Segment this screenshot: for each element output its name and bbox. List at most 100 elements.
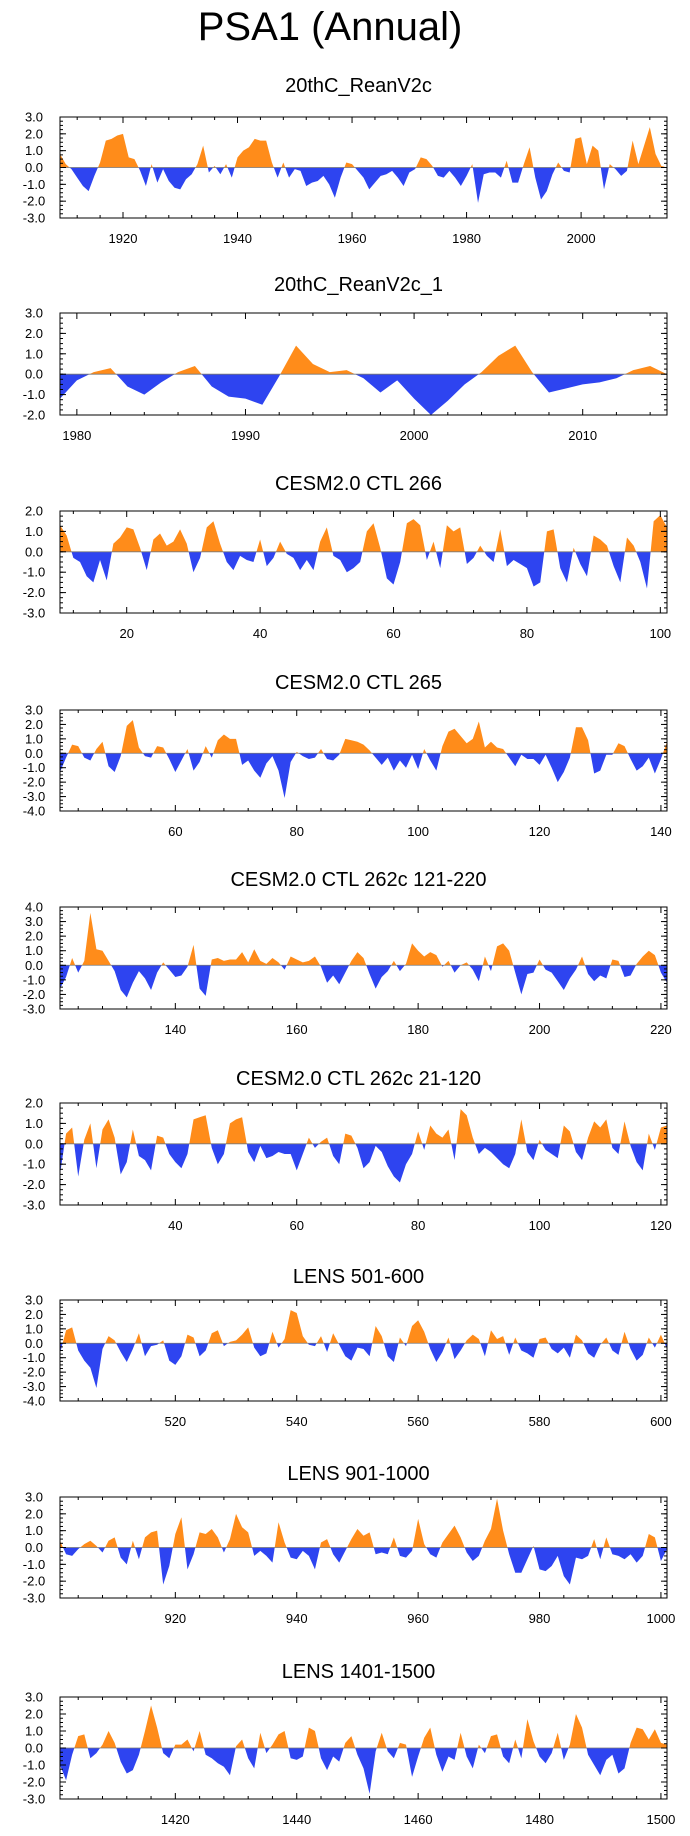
y-tick-label: 3.0 [25, 1690, 43, 1705]
y-tick-label: -1.0 [23, 972, 45, 987]
x-tick-label: 1980 [452, 231, 481, 246]
plot-frame [59, 709, 668, 812]
y-tick-label: 2.0 [25, 326, 43, 341]
series-negative-area [60, 965, 667, 998]
y-tick-label: -3.0 [23, 1198, 45, 1213]
y-tick-label: -4.0 [23, 804, 45, 819]
panel-title: LENS 501-600 [293, 1266, 424, 1288]
x-tick-label: 1500 [646, 1812, 675, 1827]
x-tick-label: 1480 [525, 1812, 554, 1827]
y-tick-label: 0.0 [25, 958, 43, 973]
y-tick-label: 0.0 [25, 1741, 43, 1756]
x-tick-label: 920 [164, 1611, 186, 1626]
y-tick-label: -3.0 [23, 1792, 45, 1807]
panels: 20thC_ReanV2c-3.0-2.0-1.00.01.02.03.0192… [23, 75, 681, 1827]
y-tick-label: 0.0 [25, 746, 43, 761]
panel-4: CESM2.0 CTL 265 -4.0-3.0-2.0-1.00.01.02.0… [23, 672, 672, 839]
y-tick-label: 3.0 [25, 1490, 43, 1505]
x-tick-label: 1440 [282, 1812, 311, 1827]
x-tick-label: 140 [164, 1022, 186, 1037]
panel-9: LENS 1401-1500 -3.0 -2.0 -1.0 0.0 1.0 2.0 3.0 14… [23, 1661, 676, 1827]
x-tick-label: 2010 [568, 428, 597, 443]
y-tick-label: 2.0 [25, 717, 43, 732]
y-tick-label: -1.0 [23, 387, 45, 402]
panel-8: LENS 901-1000 -3.0 -2.0 -1.0 0.0 1.0 2.03.0 920… [23, 1463, 676, 1626]
y-tick-label: 1.0 [25, 346, 43, 361]
y-tick-label: -1.0 [23, 177, 45, 192]
y-tick-label: -2.0 [23, 1177, 45, 1192]
panel-1: 20thC_ReanV2c -3.0 -2.0 -1.0 0.0 1.0 2.03.0 192… [23, 75, 668, 246]
series-positive-area [68, 720, 667, 754]
panel-title: 20thC_ReanV2c_1 [274, 274, 443, 296]
plot-frame [59, 510, 668, 614]
panel-title: LENS 1401-1500 [282, 1661, 435, 1683]
x-tick-label: 180 [407, 1022, 429, 1037]
y-tick-label: -3.0 [23, 606, 45, 621]
y-tick-label: -3.0 [23, 1002, 45, 1017]
x-tick-label: 20 [119, 626, 133, 641]
panel-title: CESM2.0 CTL 266 [275, 473, 442, 495]
series-negative-area [60, 551, 667, 589]
panel-2: 20thC_ReanV2c_1 -2.0 -1.0 0.0 1.0 2.0 3.0 1980 1… [23, 274, 668, 443]
x-tick-label: 100 [407, 824, 429, 839]
y-tick-label: 3.0 [25, 306, 43, 321]
y-tick-label: 3.0 [25, 1293, 43, 1308]
y-tick-label: 3.0 [25, 914, 43, 929]
y-tick-label: -2.0 [23, 775, 45, 790]
panel-title: 20thC_ReanV2c [285, 75, 432, 97]
x-tick-label: 80 [289, 824, 303, 839]
x-tick-label: 600 [650, 1414, 672, 1429]
x-tick-label: 120 [650, 1218, 672, 1233]
x-tick-label: 980 [529, 1611, 551, 1626]
x-tick-label: 580 [529, 1414, 551, 1429]
x-tick-label: 560 [407, 1414, 429, 1429]
x-tick-label: 100 [529, 1218, 551, 1233]
series-negative-area [60, 753, 667, 799]
panel-title: LENS 901-1000 [287, 1463, 429, 1485]
y-tick-label: 3.0 [25, 703, 43, 718]
figure-title: PSA1 (Annual) [198, 5, 463, 49]
y-tick-label: -3.0 [23, 211, 45, 226]
y-tick-label: -1.0 [23, 1557, 45, 1572]
y-tick-label: -2.0 [23, 194, 45, 209]
series-positive-area [64, 1109, 667, 1144]
plot-frame [59, 1299, 668, 1402]
x-tick-label: 220 [650, 1022, 672, 1037]
y-tick-label: 0.0 [25, 367, 43, 382]
y-tick-label: 2.0 [25, 929, 43, 944]
y-tick-label: -3.0 [23, 789, 45, 804]
y-tick-label: 0.0 [25, 544, 43, 559]
x-tick-label: 1000 [646, 1611, 675, 1626]
x-tick-label: 1920 [109, 231, 138, 246]
panel-3: CESM2.0 CTL 266 -3.0 -2.0 -1.0 0.0 1.0 2.0 20 40… [23, 473, 681, 641]
y-tick-label: -1.0 [23, 1758, 45, 1773]
panel-5: CESM2.0 CTL 262c 121-220-3.0-2.0-1.00.01… [23, 869, 672, 1037]
x-tick-label: 1460 [404, 1812, 433, 1827]
x-tick-label: 1980 [62, 428, 91, 443]
series-negative-area [60, 167, 667, 203]
y-tick-label: -2.0 [23, 1365, 45, 1380]
x-tick-label: 1990 [231, 428, 260, 443]
data-point-103 [680, 562, 681, 563]
x-tick-label: 2000 [567, 231, 596, 246]
panel-title: CESM2.0 CTL 262c 121-220 [230, 869, 486, 891]
series-negative-area [60, 374, 625, 415]
y-tick-label: 1.0 [25, 943, 43, 958]
y-tick-label: 0.0 [25, 160, 43, 175]
y-tick-label: 2.0 [25, 1307, 43, 1322]
y-tick-label: 4.0 [25, 900, 43, 915]
series-positive-area [62, 1310, 665, 1344]
y-tick-label: -1.0 [23, 760, 45, 775]
x-tick-label: 120 [529, 824, 551, 839]
series-positive-area [60, 515, 667, 552]
y-tick-label: -2.0 [23, 1775, 45, 1790]
y-tick-label: 1.0 [25, 524, 43, 539]
series-positive-area [60, 1498, 667, 1548]
series-negative-area [60, 1143, 657, 1183]
y-tick-label: -3.0 [23, 1379, 45, 1394]
series-negative-area [60, 1748, 667, 1794]
y-tick-label: -1.0 [23, 1157, 45, 1172]
series-negative-area [60, 1547, 667, 1585]
x-tick-label: 100 [649, 626, 671, 641]
